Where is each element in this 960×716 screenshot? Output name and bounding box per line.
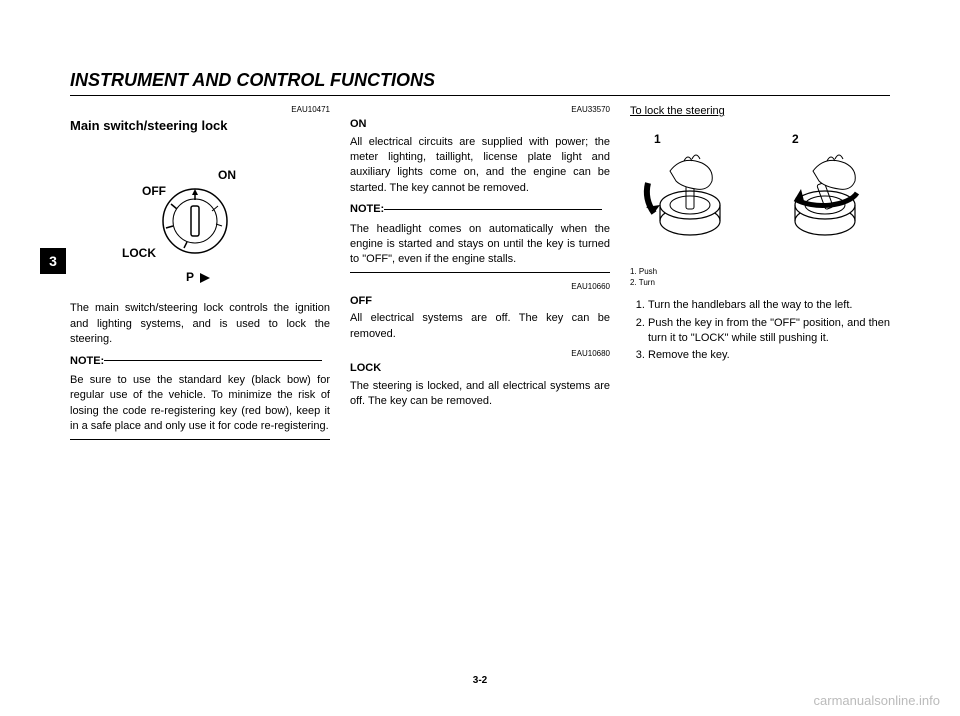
section-heading: Main switch/steering lock [70, 117, 330, 135]
step-3: Remove the key. [648, 348, 890, 363]
note-rule [384, 209, 602, 210]
chapter-title: INSTRUMENT AND CONTROL FUNCTIONS [70, 70, 890, 91]
label-p: P [186, 269, 194, 286]
note-block: NOTE: The headlight comes on automatical… [350, 202, 610, 273]
figure-caption: 1. Push 2. Turn [630, 267, 890, 288]
steering-lock-diagram: 1 2 [630, 123, 890, 263]
columns: EAU10471 Main switch/steering lock ON OF… [70, 104, 890, 448]
label-lock: LOCK [122, 245, 156, 262]
caption-line-2: 2. Turn [630, 278, 890, 288]
note-end-rule [70, 439, 330, 440]
step-2: Push the key in from the "OFF" position,… [648, 316, 890, 347]
note-rule [104, 360, 322, 361]
off-text: All electrical systems are off. The key … [350, 311, 610, 342]
note-end-rule [350, 272, 610, 273]
note-text: Be sure to use the standard key (black b… [70, 373, 330, 435]
lock-push-icon [630, 143, 750, 253]
doc-code: EAU33570 [350, 104, 610, 115]
steps-list: Turn the handlebars all the way to the l… [630, 298, 890, 364]
switch-icon [160, 186, 230, 256]
note-block: NOTE: Be sure to use the standard key (b… [70, 354, 330, 440]
caption-line-1: 1. Push [630, 267, 890, 277]
on-text: All electrical circuits are supplied wit… [350, 135, 610, 197]
page-number: 3-2 [0, 675, 960, 686]
label-on: ON [218, 167, 236, 184]
watermark: carmanualsonline.info [814, 693, 940, 708]
intro-text: The main switch/steering lock controls t… [70, 301, 330, 347]
column-1: EAU10471 Main switch/steering lock ON OF… [70, 104, 330, 448]
off-heading: OFF [350, 294, 610, 309]
doc-code: EAU10471 [70, 104, 330, 115]
chapter-tab: 3 [40, 248, 66, 274]
note-label: NOTE: [350, 202, 384, 217]
lock-text: The steering is locked, and all electric… [350, 379, 610, 410]
p-indicator-icon [198, 271, 212, 285]
doc-code: EAU10680 [350, 348, 610, 359]
note-label: NOTE: [70, 354, 104, 369]
page-content: INSTRUMENT AND CONTROL FUNCTIONS EAU1047… [70, 70, 890, 448]
lock-turn-icon [765, 143, 885, 253]
column-2: EAU33570 ON All electrical circuits are … [350, 104, 610, 448]
lock-heading: LOCK [350, 361, 610, 376]
doc-code: EAU10660 [350, 281, 610, 292]
step-1: Turn the handlebars all the way to the l… [648, 298, 890, 313]
note-text: The headlight comes on automatically whe… [350, 222, 610, 268]
lock-steering-lead: To lock the steering [630, 104, 725, 119]
main-switch-diagram: ON OFF LOCK P [70, 141, 330, 291]
on-heading: ON [350, 117, 610, 132]
title-rule [70, 95, 890, 96]
column-3: To lock the steering 1 2 [630, 104, 890, 448]
